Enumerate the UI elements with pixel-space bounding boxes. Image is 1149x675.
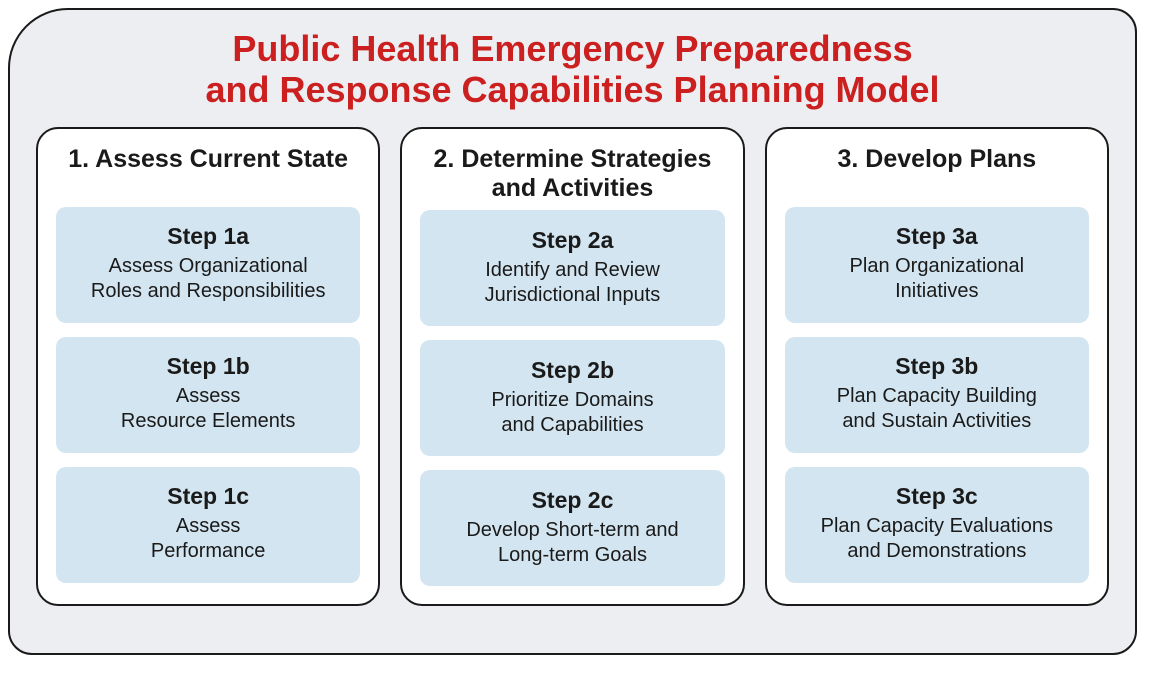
step-2b-label: Step 2b xyxy=(430,357,714,384)
phase-3-title: 3. Develop Plans xyxy=(785,143,1089,207)
step-2b-desc: Prioritize Domains and Capabilities xyxy=(430,388,714,438)
step-3a-label: Step 3a xyxy=(795,223,1079,250)
phase-3-steps: Step 3a Plan Organizational Initiatives … xyxy=(785,207,1089,583)
title-line-2: and Response Capabilities Planning Model xyxy=(205,69,939,110)
step-1a: Step 1a Assess Organizational Roles and … xyxy=(56,207,360,323)
step-1a-label: Step 1a xyxy=(66,223,350,250)
step-2c-label: Step 2c xyxy=(430,487,714,514)
phases-row: 1. Assess Current State Step 1a Assess O… xyxy=(36,127,1109,607)
phase-1-title: 1. Assess Current State xyxy=(56,143,360,207)
main-title: Public Health Emergency Preparedness and… xyxy=(36,28,1109,111)
step-1c-label: Step 1c xyxy=(66,483,350,510)
step-2c: Step 2c Develop Short-term and Long-term… xyxy=(420,470,724,586)
phase-2-title: 2. Determine Strategies and Activities xyxy=(420,143,724,211)
step-1a-desc: Assess Organizational Roles and Responsi… xyxy=(66,254,350,304)
step-2a-label: Step 2a xyxy=(430,227,714,254)
phase-1: 1. Assess Current State Step 1a Assess O… xyxy=(36,127,380,607)
step-1c-desc: Assess Performance xyxy=(66,514,350,564)
step-2a-desc: Identify and Review Jurisdictional Input… xyxy=(430,258,714,308)
phase-1-steps: Step 1a Assess Organizational Roles and … xyxy=(56,207,360,583)
step-1c: Step 1c Assess Performance xyxy=(56,467,360,583)
step-3c-desc: Plan Capacity Evaluations and Demonstrat… xyxy=(795,514,1079,564)
step-3a: Step 3a Plan Organizational Initiatives xyxy=(785,207,1089,323)
phase-2: 2. Determine Strategies and Activities S… xyxy=(400,127,744,607)
step-3a-desc: Plan Organizational Initiatives xyxy=(795,254,1079,304)
step-3c-label: Step 3c xyxy=(795,483,1079,510)
title-line-1: Public Health Emergency Preparedness xyxy=(232,28,912,69)
step-1b: Step 1b Assess Resource Elements xyxy=(56,337,360,453)
step-1b-label: Step 1b xyxy=(66,353,350,380)
step-3b-desc: Plan Capacity Building and Sustain Activ… xyxy=(795,384,1079,434)
step-2c-desc: Develop Short-term and Long-term Goals xyxy=(430,518,714,568)
step-3b-label: Step 3b xyxy=(795,353,1079,380)
step-2b: Step 2b Prioritize Domains and Capabilit… xyxy=(420,340,724,456)
planning-model-frame: Public Health Emergency Preparedness and… xyxy=(8,8,1137,655)
step-2a: Step 2a Identify and Review Jurisdiction… xyxy=(420,210,724,326)
step-1b-desc: Assess Resource Elements xyxy=(66,384,350,434)
step-3b: Step 3b Plan Capacity Building and Susta… xyxy=(785,337,1089,453)
phase-2-steps: Step 2a Identify and Review Jurisdiction… xyxy=(420,210,724,586)
phase-3: 3. Develop Plans Step 3a Plan Organizati… xyxy=(765,127,1109,607)
step-3c: Step 3c Plan Capacity Evaluations and De… xyxy=(785,467,1089,583)
